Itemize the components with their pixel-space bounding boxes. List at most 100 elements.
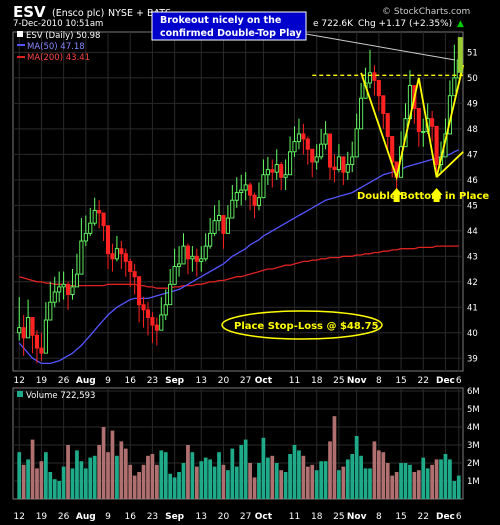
arrow-up-icon: [390, 188, 403, 203]
price-legend: ESV (Daily) 50.98 MA(50) 47.18 MA(200) 4…: [17, 31, 100, 63]
candle-body: [354, 128, 359, 158]
price-tick-label: 39: [467, 354, 478, 364]
volume-tick-label: 1M: [467, 477, 480, 487]
candle-body: [181, 245, 186, 265]
volume-bar: [203, 457, 208, 499]
x-tick-label: 12: [13, 376, 24, 386]
volume-bar: [248, 463, 252, 499]
volume-tick-label: 5M: [467, 405, 480, 415]
volume-bar: [226, 470, 230, 499]
candle-body: [57, 286, 62, 293]
volume-bar: [416, 470, 421, 499]
candle-body: [34, 334, 40, 349]
volume-bar: [368, 468, 372, 499]
candle-body: [252, 194, 257, 206]
x-tick-label: 8: [376, 512, 382, 522]
candle-body: [163, 304, 168, 316]
volume-bar: [172, 477, 177, 499]
candle-body: [243, 184, 248, 191]
x-tick-label: 6: [456, 376, 462, 386]
x-tick-label: Sep: [165, 376, 185, 386]
candle-body: [452, 77, 457, 97]
volume-bar: [381, 452, 386, 499]
candle-body: [26, 317, 31, 339]
candle-body: [327, 133, 333, 168]
candle-body: [168, 283, 173, 306]
price-legend-swatch: [17, 31, 23, 37]
volume-bar: [57, 481, 62, 499]
volume-bar: [190, 452, 195, 499]
volume-tick-label: 6M: [467, 387, 480, 397]
timestamp: 7-Dec-2010 10:51am: [13, 19, 103, 29]
volume-bar: [292, 445, 297, 499]
breakout-callout-line2: confirmed Double-Top Play: [160, 28, 303, 39]
ma50-line: [18, 149, 460, 365]
candle-body: [296, 133, 301, 143]
x-tick-label: 23: [147, 512, 158, 522]
candle-body: [17, 327, 22, 334]
volume-tick-label: 2M: [467, 459, 480, 469]
volume-bar: [52, 479, 57, 499]
candle-body: [66, 283, 71, 295]
candle-body: [52, 291, 57, 303]
volume-bar: [319, 461, 324, 499]
x-tick-label: Nov: [347, 376, 367, 386]
candle-body: [123, 253, 128, 262]
volume-bar: [70, 468, 75, 499]
volume-bar: [106, 452, 110, 499]
volume-bar: [21, 464, 26, 499]
volume-bar: [270, 455, 275, 499]
candle-body: [105, 225, 111, 255]
volume-bar: [137, 472, 141, 499]
candle-body: [261, 174, 266, 199]
volume-tick-label: 3M: [467, 441, 480, 451]
x-tick-label: 19: [36, 512, 48, 522]
volume-bar: [341, 466, 346, 499]
volume-legend-swatch: [17, 391, 23, 397]
x-tick-label: 19: [36, 376, 48, 386]
ma50-legend-label: MA(50) 47.18: [27, 42, 85, 52]
breakout-callout-pointer: [305, 33, 456, 61]
volume-bar: [83, 468, 88, 499]
price-tick-label: 49: [467, 99, 478, 109]
candle-body: [270, 169, 275, 173]
volume-bar: [163, 452, 168, 499]
volume-bar: [17, 452, 22, 499]
breakout-callout-line1: Brokeout nicely on the: [160, 15, 281, 26]
x-tick-label: 6: [456, 512, 462, 522]
volume-bar: [394, 472, 399, 499]
breakout-trend-line: [435, 151, 464, 178]
x-tick-label: 27: [240, 376, 251, 386]
volume-bar: [221, 464, 226, 499]
change-header: Chg +1.17 (+2.35%): [358, 19, 452, 29]
volume-bar: [123, 448, 128, 499]
volume-bar: [43, 452, 48, 499]
volume-bar: [199, 461, 204, 499]
x-tick-label: Aug: [76, 512, 96, 522]
volume-bar: [30, 439, 35, 499]
x-tick-label: 11: [289, 512, 300, 522]
volume-bar: [399, 463, 403, 499]
volume-bar: [88, 457, 93, 499]
volume-bar: [390, 475, 395, 499]
price-tick-label: 43: [467, 252, 478, 262]
x-tick-label: 18: [311, 376, 323, 386]
candle-body: [30, 317, 35, 336]
x-tick-label: 27: [240, 512, 251, 522]
candle-body: [248, 184, 253, 196]
volume-bar: [354, 436, 359, 499]
x-tick-label: 11: [289, 376, 300, 386]
candle-body: [199, 258, 204, 262]
candle-body: [39, 347, 44, 354]
candle-body: [61, 283, 66, 288]
price-tick-label: 46: [467, 176, 478, 186]
candle-body: [230, 199, 235, 219]
candle-body: [194, 255, 199, 262]
volume-bar: [128, 464, 133, 499]
volume-bar: [288, 454, 292, 499]
x-tick-label: Dec: [436, 512, 455, 522]
price-axis: 39 40 41 42 43 44 45 46 47 48 49 50 51: [467, 48, 478, 364]
candle-body: [212, 220, 217, 234]
candle-body: [367, 72, 373, 84]
candle-body: [256, 197, 262, 206]
